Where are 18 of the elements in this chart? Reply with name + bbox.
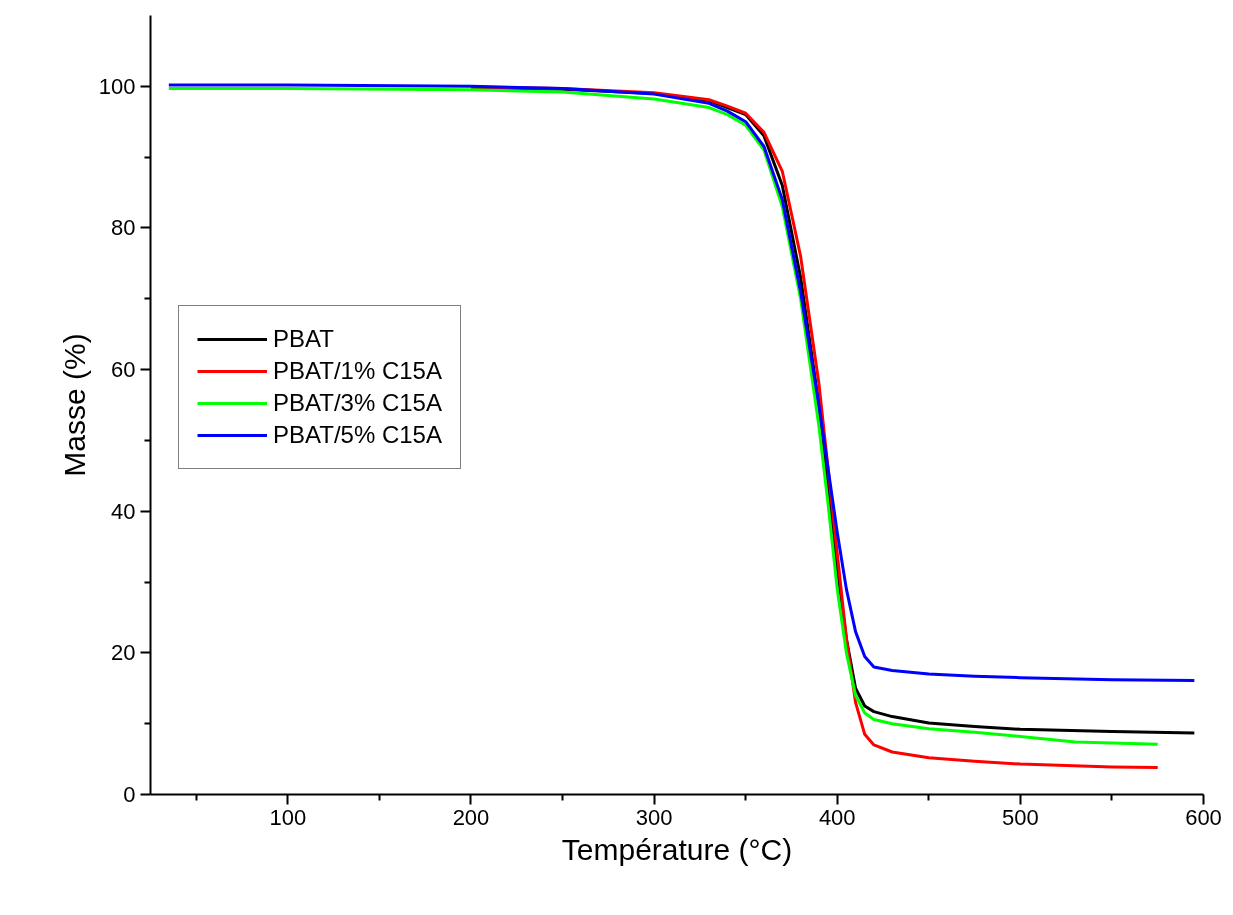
y-tick-label: 20 [111, 640, 136, 666]
x-tick-label: 300 [635, 804, 673, 830]
x-tick-label: 500 [1002, 804, 1039, 830]
y-tick-label: 60 [111, 357, 136, 383]
y-axis-title: Masse (%) [57, 333, 91, 477]
legend-label: PBAT/1% C15A [273, 356, 442, 386]
x-tick-label: 200 [452, 804, 490, 830]
legend-label: PBAT [273, 324, 334, 354]
legend-label: PBAT/5% C15A [273, 420, 442, 450]
x-tick-label: 400 [818, 804, 856, 830]
y-tick-label: 40 [111, 498, 136, 524]
x-tick-label: 100 [269, 804, 307, 830]
x-axis-title: Température (°C) [561, 832, 793, 866]
legend-label: PBAT/3% C15A [273, 388, 442, 418]
y-tick-label: 100 [98, 73, 136, 99]
x-tick-label: 600 [1185, 804, 1222, 830]
y-tick-label: 80 [111, 215, 136, 241]
y-tick-label: 0 [123, 782, 136, 807]
